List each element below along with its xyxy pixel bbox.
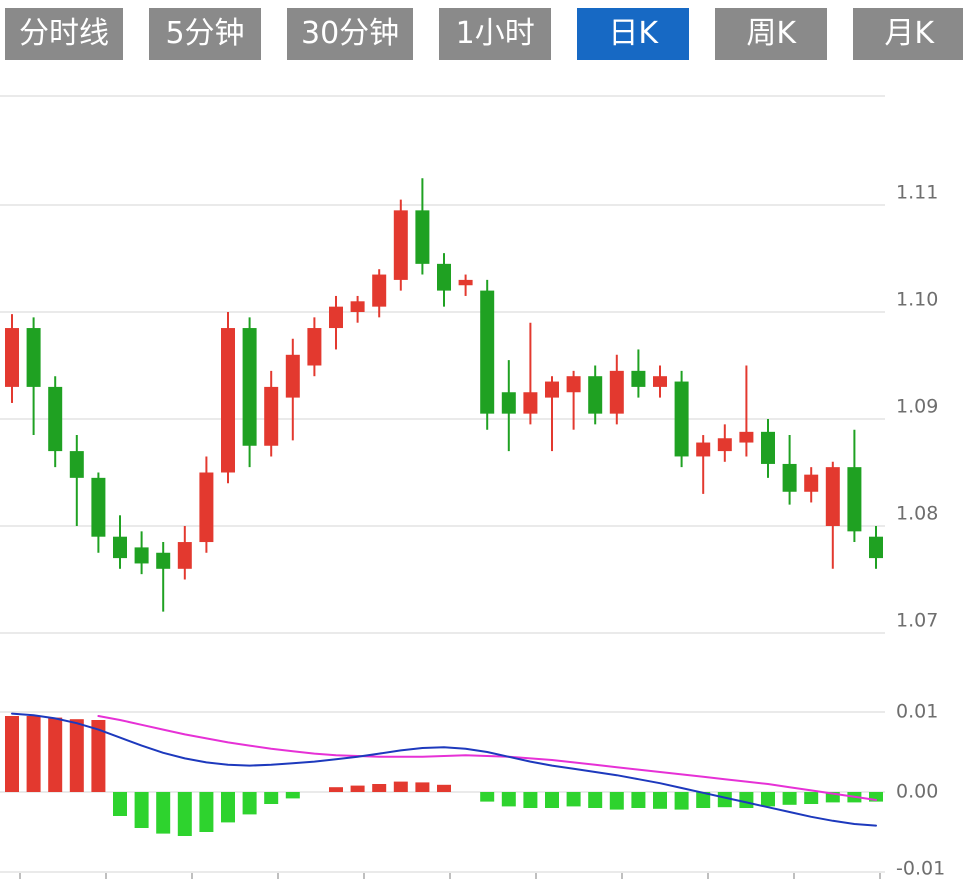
- candle-body: [501, 392, 516, 414]
- macd-histogram-bar: [501, 792, 516, 807]
- candle-body: [156, 552, 171, 569]
- candle-body: [609, 370, 624, 414]
- macd-histogram-bar: [5, 716, 19, 792]
- macd-histogram-bar: [696, 792, 711, 808]
- candle-body: [285, 354, 300, 398]
- macd-histogram-bar: [199, 792, 214, 832]
- macd-histogram-bar: [653, 792, 667, 809]
- candle-body: [847, 467, 862, 532]
- candle-body: [415, 210, 430, 264]
- candle-body: [329, 306, 343, 329]
- tab-timeframe-1[interactable]: 5分钟: [149, 8, 261, 60]
- macd-histogram-bar: [739, 792, 754, 808]
- macd-histogram-bar: [221, 792, 235, 823]
- candle-body: [804, 474, 819, 492]
- macd-histogram-bar: [609, 792, 624, 810]
- tab-timeframe-4[interactable]: 日K: [577, 8, 690, 60]
- candle-body: [48, 386, 63, 452]
- price-axis-label: 1.10: [896, 289, 938, 311]
- candle-body: [674, 381, 689, 457]
- price-axis-label: 1.09: [896, 396, 938, 418]
- candle-body: [782, 463, 797, 492]
- macd-histogram-bar: [285, 792, 300, 799]
- candle-body: [307, 328, 322, 366]
- price-axis-label: 1.11: [896, 182, 938, 204]
- macd-histogram-bar: [350, 785, 365, 792]
- timeframe-tabbar: 分时线 5分钟 30分钟 1小时 日K 周K 月K: [5, 8, 963, 60]
- macd-histogram-bar: [480, 792, 495, 802]
- candle-body: [264, 386, 279, 446]
- macd-histogram-bar: [329, 787, 343, 792]
- price-axis-label: 1.07: [896, 610, 938, 632]
- macd-histogram-bar: [242, 792, 257, 815]
- candle-body: [350, 301, 365, 312]
- candle-body: [91, 477, 106, 537]
- candle-body: [588, 376, 603, 414]
- candle-body: [393, 210, 408, 280]
- candle-body: [523, 392, 538, 414]
- candle-body: [221, 328, 235, 473]
- candle-body: [480, 290, 495, 414]
- macd-histogram-bar: [26, 716, 41, 792]
- candle-body: [545, 381, 559, 398]
- macd-axis-label: 0.01: [896, 701, 938, 723]
- macd-histogram-bar: [825, 792, 840, 803]
- macd-histogram-bar: [761, 792, 775, 807]
- candle-body: [69, 451, 84, 478]
- tab-timeframe-5[interactable]: 周K: [715, 8, 828, 60]
- macd-histogram-bar: [437, 784, 451, 792]
- macd-histogram-bar: [113, 792, 127, 816]
- macd-histogram-bar: [631, 792, 646, 808]
- macd-histogram-bar: [393, 781, 408, 792]
- macd-histogram-bar: [156, 792, 171, 834]
- candle-body: [5, 328, 19, 387]
- candle-body: [761, 431, 775, 464]
- macd-histogram-bar: [869, 792, 883, 802]
- macd-histogram-bar: [415, 782, 430, 792]
- candle-body: [631, 370, 646, 387]
- macd-histogram-bar: [545, 792, 559, 808]
- tab-timeframe-0[interactable]: 分时线: [5, 8, 123, 60]
- macd-axis-label: -0.01: [896, 858, 945, 879]
- macd-histogram-bar: [134, 792, 149, 828]
- macd-dea-line: [97, 715, 877, 801]
- macd-dif-line: [11, 712, 877, 827]
- tab-timeframe-3[interactable]: 1小时: [439, 8, 552, 60]
- candle-body: [242, 328, 257, 446]
- price-axis-label: 1.08: [896, 503, 938, 525]
- tab-timeframe-6[interactable]: 月K: [853, 8, 963, 60]
- tab-timeframe-2[interactable]: 30分钟: [287, 8, 414, 60]
- candle-body: [717, 438, 732, 452]
- macd-histogram-bar: [523, 792, 538, 808]
- candle-body: [199, 472, 214, 543]
- macd-histogram-bar: [91, 720, 106, 792]
- macd-histogram-bar: [48, 717, 63, 792]
- candle-body: [869, 536, 883, 559]
- candle-body: [437, 263, 451, 291]
- macd-histogram-bar: [372, 784, 387, 792]
- macd-histogram-bar: [69, 719, 84, 792]
- macd-axis-label: 0.00: [896, 781, 938, 803]
- candle-body: [739, 431, 754, 443]
- macd-histogram-bar: [177, 792, 192, 836]
- candle-body: [134, 547, 149, 564]
- candle-body: [825, 467, 840, 526]
- candle-body: [26, 328, 41, 387]
- candle-body: [566, 376, 581, 393]
- candle-body: [113, 536, 127, 559]
- candle-body: [653, 376, 667, 387]
- candle-body: [372, 274, 387, 307]
- candle-body: [458, 279, 473, 286]
- macd-histogram-bar: [804, 792, 819, 804]
- macd-histogram-bar: [674, 792, 689, 810]
- macd-histogram-bar: [264, 792, 279, 804]
- candle-body: [696, 442, 711, 457]
- candle-body: [177, 542, 192, 569]
- macd-histogram-bar: [566, 792, 581, 807]
- macd-histogram-bar: [782, 792, 797, 805]
- macd-histogram-bar: [588, 792, 603, 808]
